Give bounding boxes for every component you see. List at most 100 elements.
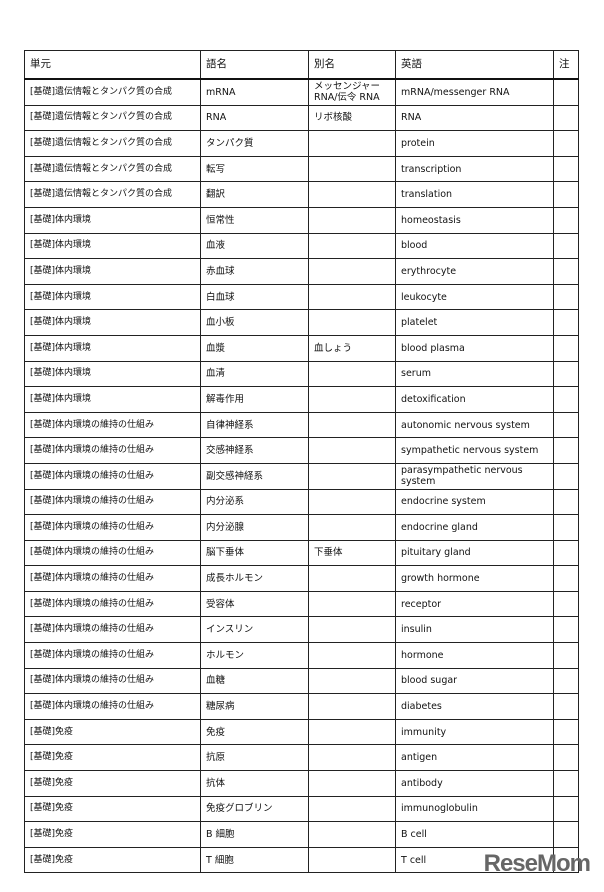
cell-alias	[308, 565, 396, 592]
cell-english: blood plasma	[395, 334, 554, 362]
cell-note	[553, 437, 579, 464]
cell-english: T cell	[395, 846, 554, 874]
cell-note	[553, 155, 579, 183]
cell-alias	[308, 181, 396, 208]
cell-english: blood sugar	[395, 667, 554, 695]
cell-english: mRNA/messenger RNA	[395, 78, 554, 106]
cell-note	[553, 744, 579, 772]
cell-note	[553, 514, 579, 541]
cell-term: 転写	[200, 155, 309, 183]
cell-note	[553, 565, 579, 592]
table-row: [基礎]体内環境 血小板 platelet	[24, 309, 579, 336]
cell-english: blood	[395, 232, 554, 260]
table-row: [基礎]体内環境の維持の仕組み 血糖 blood sugar	[24, 667, 579, 695]
table-row: [基礎]体内環境の維持の仕組み 交感神経系 sympathetic nervous …	[24, 437, 579, 464]
cell-term: 内分泌系	[200, 488, 309, 516]
cell-alias	[308, 411, 396, 439]
cell-unit: [基礎]体内環境	[24, 232, 201, 260]
cell-term: 内分泌腺	[200, 514, 309, 541]
table-row: [基礎]免疫 免疫 immunity	[24, 718, 579, 746]
cell-note	[553, 258, 579, 285]
cell-alias	[308, 718, 396, 746]
cell-term: インスリン	[200, 616, 309, 644]
cell-note	[553, 667, 579, 695]
cell-term: 恒常性	[200, 206, 309, 234]
cell-alias	[308, 130, 396, 157]
cell-note	[553, 78, 579, 106]
cell-alias	[308, 770, 396, 797]
cell-english: transcription	[395, 155, 554, 183]
cell-term: RNA	[200, 104, 309, 132]
cell-term: 自律神経系	[200, 411, 309, 439]
cell-term: 血小板	[200, 309, 309, 336]
glossary-table: 単元 語名 別名 英語 注 [基礎]遺伝情報とタンパク質の合成 mRNA メッセンジ…	[24, 50, 579, 874]
cell-unit: [基礎]遺伝情報とタンパク質の合成	[24, 155, 201, 183]
cell-unit: [基礎]体内環境	[24, 360, 201, 388]
cell-english: insulin	[395, 616, 554, 644]
table-row: [基礎]体内環境 恒常性 homeostasis	[24, 206, 579, 234]
cell-alias: メッセンジャーRNA/伝令 RNA	[308, 78, 396, 106]
table-row: [基礎]遺伝情報とタンパク質の合成 転写 transcription	[24, 155, 579, 183]
cell-unit: [基礎]体内環境の維持の仕組み	[24, 488, 201, 516]
cell-term: ホルモン	[200, 642, 309, 669]
cell-unit: [基礎]体内環境の維持の仕組み	[24, 642, 201, 669]
cell-note	[553, 770, 579, 797]
table-row: [基礎]体内環境の維持の仕組み 糖尿病 diabetes	[24, 693, 579, 720]
cell-note	[553, 206, 579, 234]
cell-unit: [基礎]体内環境	[24, 309, 201, 336]
header-alias: 別名	[308, 50, 396, 80]
cell-unit: [基礎]免疫	[24, 770, 201, 797]
cell-term: 成長ホルモン	[200, 565, 309, 592]
cell-unit: [基礎]体内環境の維持の仕組み	[24, 616, 201, 644]
cell-alias	[308, 488, 396, 516]
cell-unit: [基礎]体内環境の維持の仕組み	[24, 590, 201, 618]
table-row: [基礎]体内環境の維持の仕組み ホルモン hormone	[24, 642, 579, 669]
table-row: [基礎]体内環境 血液 blood	[24, 232, 579, 260]
cell-note	[553, 360, 579, 388]
cell-unit: [基礎]体内環境の維持の仕組み	[24, 411, 201, 439]
cell-unit: [基礎]体内環境の維持の仕組み	[24, 437, 201, 464]
cell-alias	[308, 514, 396, 541]
cell-note	[553, 462, 579, 490]
cell-note	[553, 386, 579, 413]
cell-note	[553, 104, 579, 132]
cell-note	[553, 334, 579, 362]
cell-alias	[308, 744, 396, 772]
header-row: 単元 語名 別名 英語 注	[24, 50, 579, 80]
cell-note	[553, 411, 579, 439]
table-row: [基礎]体内環境 白血球 leukocyte	[24, 283, 579, 311]
table-row: [基礎]遺伝情報とタンパク質の合成 タンパク質 protein	[24, 130, 579, 157]
cell-note	[553, 821, 579, 848]
cell-term: 血清	[200, 360, 309, 388]
table-row: [基礎]体内環境の維持の仕組み 受容体 receptor	[24, 590, 579, 618]
cell-alias	[308, 283, 396, 311]
cell-alias	[308, 642, 396, 669]
cell-alias	[308, 693, 396, 720]
table-row: [基礎]免疫 免疫グロブリン immunoglobulin	[24, 795, 579, 823]
cell-note	[553, 616, 579, 644]
cell-alias	[308, 667, 396, 695]
cell-unit: [基礎]免疫	[24, 718, 201, 746]
cell-english: immunity	[395, 718, 554, 746]
cell-english: erythrocyte	[395, 258, 554, 285]
cell-note	[553, 488, 579, 516]
cell-english: parasympathetic nervous system	[395, 462, 554, 490]
cell-unit: [基礎]免疫	[24, 821, 201, 848]
cell-unit: [基礎]体内環境の維持の仕組み	[24, 565, 201, 592]
cell-unit: [基礎]遺伝情報とタンパク質の合成	[24, 181, 201, 208]
cell-alias	[308, 360, 396, 388]
cell-term: 受容体	[200, 590, 309, 618]
table-row: [基礎]遺伝情報とタンパク質の合成 RNA リボ核酸 RNA	[24, 104, 579, 132]
cell-alias: 血しょう	[308, 334, 396, 362]
cell-unit: [基礎]体内環境	[24, 334, 201, 362]
cell-alias	[308, 155, 396, 183]
cell-term: 血漿	[200, 334, 309, 362]
cell-alias	[308, 590, 396, 618]
cell-unit: [基礎]遺伝情報とタンパク質の合成	[24, 130, 201, 157]
cell-english: diabetes	[395, 693, 554, 720]
table-row: [基礎]体内環境の維持の仕組み 副交感神経系 parasympathetic ner…	[24, 462, 579, 490]
cell-english: sympathetic nervous system	[395, 437, 554, 464]
cell-english: pituitary gland	[395, 539, 554, 567]
cell-english: endocrine system	[395, 488, 554, 516]
cell-note	[553, 181, 579, 208]
